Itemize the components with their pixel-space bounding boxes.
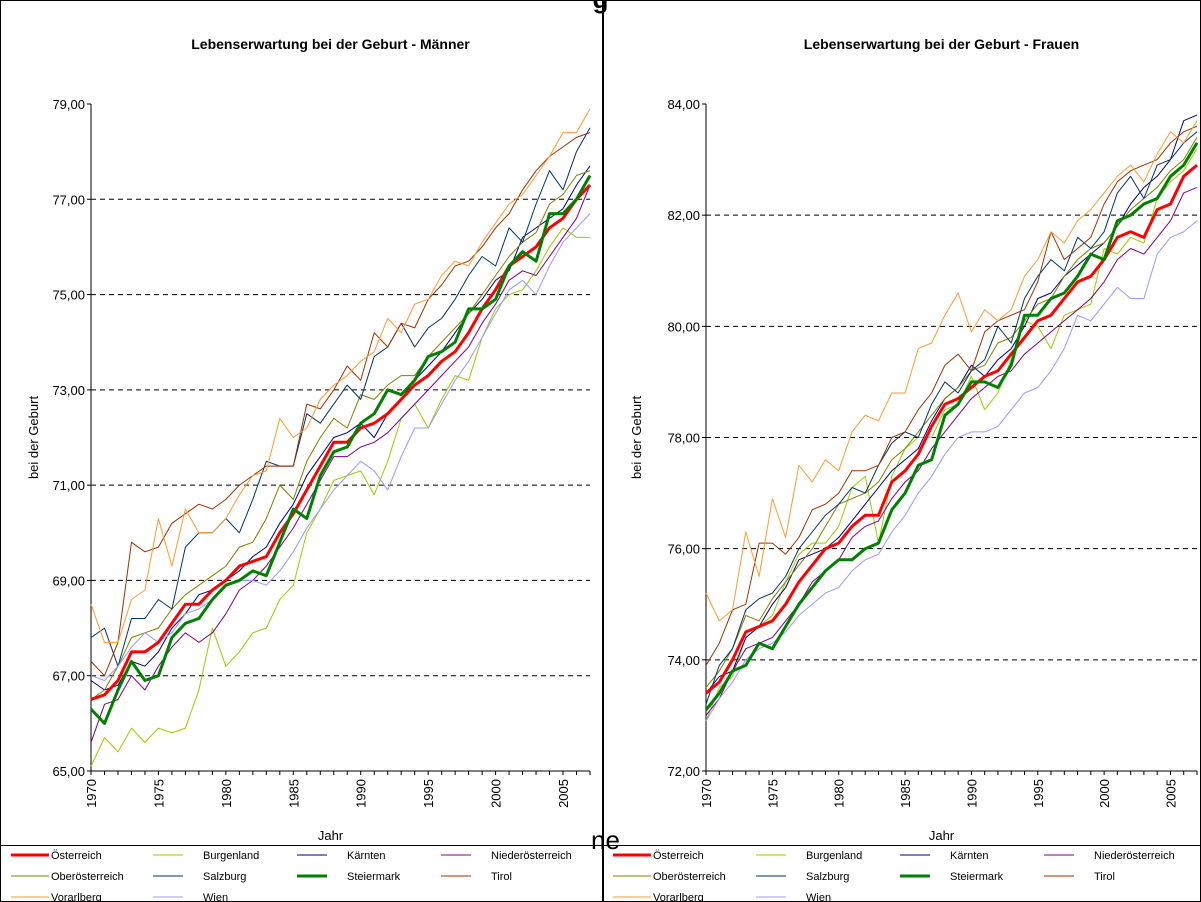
x-axis-label: Jahr	[929, 828, 955, 843]
x-tick-label: 1995	[421, 779, 436, 808]
legend-label-vorarlberg: Vorarlberg	[653, 892, 704, 902]
y-tick-label: 73,00	[52, 383, 85, 398]
series-line-tirol	[705, 125, 1198, 666]
legend-label-oesterreich: Österreich	[51, 850, 102, 862]
legend-label-salzburg: Salzburg	[203, 871, 246, 883]
legend-label-niederoesterreich: Niederösterreich	[491, 850, 572, 862]
chart-title: Lebenserwartung bei der Geburt - Männer	[191, 36, 470, 52]
series-line-steiermark	[89, 174, 592, 725]
legend-label-salzburg: Salzburg	[806, 871, 849, 883]
chart-panel-men: Lebenserwartung bei der Geburt - Männer 6…	[0, 0, 603, 902]
legend-label-burgenland: Burgenland	[806, 850, 862, 862]
legend-label-wien: Wien	[203, 892, 228, 902]
chart-panel-women: Lebenserwartung bei der Geburt - Frauen 7…	[603, 0, 1201, 902]
x-tick-label: 2005	[556, 779, 571, 808]
x-tick-label: 2000	[1097, 779, 1112, 808]
legend-label-vorarlberg: Vorarlberg	[51, 892, 102, 902]
y-axis-label: bei der Geburt	[629, 396, 644, 479]
y-tick-label: 76,00	[667, 542, 700, 557]
y-tick-label: 77,00	[52, 192, 85, 207]
series-line-vorarlberg	[705, 120, 1198, 622]
legend-label-kaernten: Kärnten	[950, 850, 989, 862]
x-tick-label: 2000	[489, 779, 504, 808]
series-line-steiermark	[704, 142, 1199, 711]
x-tick-label: 1980	[219, 779, 234, 808]
x-tick-label: 1970	[699, 779, 714, 808]
x-tick-label: 2005	[1163, 779, 1178, 808]
y-tick-label: 65,00	[52, 764, 85, 779]
chart-title: Lebenserwartung bei der Geburt - Frauen	[804, 36, 1079, 52]
y-axis-label: bei der Geburt	[26, 396, 41, 479]
page-title-fragment: g	[0, 0, 1201, 15]
x-tick-label: 1975	[765, 779, 780, 808]
y-tick-label: 67,00	[52, 669, 85, 684]
y-tick-label: 78,00	[667, 431, 700, 446]
y-tick-label: 69,00	[52, 573, 85, 588]
x-tick-label: 1985	[898, 779, 913, 808]
x-tick-label: 1990	[354, 779, 369, 808]
series-line-wien	[705, 220, 1198, 722]
series-line-burgenland	[705, 148, 1198, 722]
x-tick-label: 1985	[286, 779, 301, 808]
legend-box	[0, 845, 603, 902]
y-tick-label: 84,00	[667, 97, 700, 112]
legend-label-oberoesterreich: Oberösterreich	[653, 871, 726, 883]
x-tick-label: 1995	[1031, 779, 1046, 808]
legend-label-tirol: Tirol	[491, 871, 512, 883]
legend-label-wien: Wien	[806, 892, 831, 902]
legend-label-oberoesterreich: Oberösterreich	[51, 871, 124, 883]
legend-label-steiermark: Steiermark	[347, 871, 401, 883]
series-line-vorarlberg	[90, 108, 591, 643]
y-tick-label: 72,00	[667, 764, 700, 779]
series-line-salzburg	[90, 127, 591, 667]
series-line-niederoesterreich	[705, 186, 1198, 716]
y-tick-label: 82,00	[667, 208, 700, 223]
y-tick-label: 75,00	[52, 288, 85, 303]
x-axis-label: Jahr	[318, 828, 344, 843]
series-line-kaernten	[90, 165, 591, 691]
y-tick-label: 79,00	[52, 97, 85, 112]
series-line-burgenland	[90, 227, 590, 767]
series-line-tirol	[90, 132, 591, 677]
legend-label-kaernten: Kärnten	[347, 850, 386, 862]
x-tick-label: 1980	[832, 779, 847, 808]
y-tick-label: 74,00	[667, 653, 700, 668]
y-tick-label: 80,00	[667, 319, 700, 334]
series-line-salzburg	[705, 131, 1198, 705]
series-line-wien	[90, 213, 591, 681]
series-line-oberoesterreich	[90, 170, 591, 700]
legend-label-niederoesterreich: Niederösterreich	[1094, 850, 1175, 862]
legend-label-tirol: Tirol	[1094, 871, 1115, 883]
series-line-oesterreich	[705, 163, 1198, 695]
y-tick-label: 71,00	[52, 478, 85, 493]
series-line-oesterreich	[90, 183, 592, 701]
x-tick-label: 1970	[84, 779, 99, 808]
x-tick-label: 1990	[964, 779, 979, 808]
legend-label-oesterreich: Österreich	[653, 850, 704, 862]
series-line-kaernten	[705, 114, 1198, 694]
x-tick-label: 1975	[151, 779, 166, 808]
legend-label-steiermark: Steiermark	[950, 871, 1004, 883]
overlap-text-fragment: ne	[591, 825, 620, 855]
series-line-niederoesterreich	[90, 184, 591, 743]
legend-label-burgenland: Burgenland	[203, 850, 259, 862]
